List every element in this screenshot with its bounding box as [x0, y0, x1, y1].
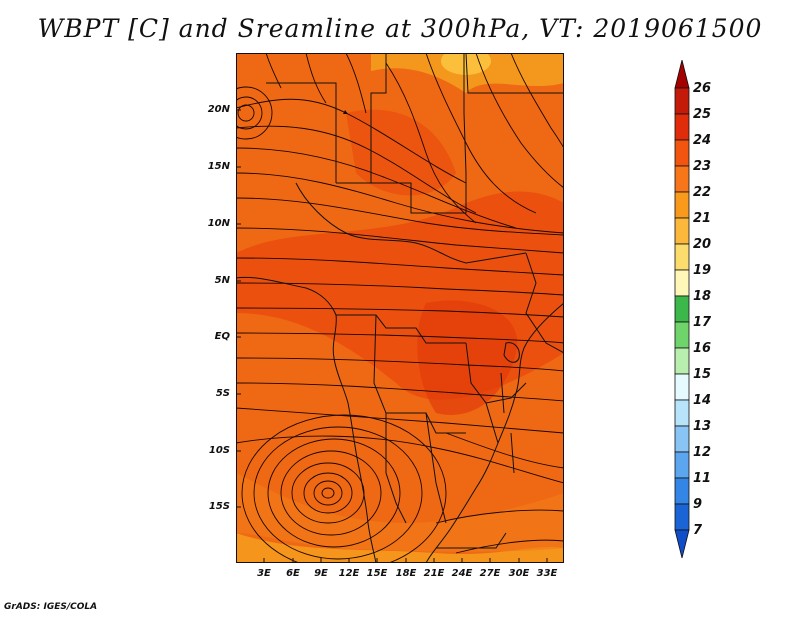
- colorbar-segment: [674, 477, 690, 505]
- colorbar-label: 11: [693, 471, 712, 486]
- colorbar-label: 14: [693, 393, 712, 408]
- colorbar-segment: [674, 295, 690, 323]
- lat-label: 5S: [215, 388, 230, 399]
- wbpt-warm-north: [346, 109, 456, 196]
- lat-label: 15S: [208, 501, 230, 512]
- map-title: WBPT [C] and Sreamline at 300hPa, VT: 20…: [37, 14, 763, 43]
- lon-label: 30E: [508, 568, 530, 579]
- colorbar-label: 23: [693, 159, 712, 174]
- lakes: [500, 342, 520, 474]
- colorbar-label: 24: [693, 133, 712, 148]
- colorbar-label: 18: [693, 289, 712, 304]
- colorbar-segment: [674, 425, 690, 453]
- colorbar-label: 25: [693, 107, 712, 122]
- colorbar-segment: [674, 217, 690, 245]
- colorbar-label: 9: [693, 497, 703, 512]
- colorbar-label: 21: [693, 211, 712, 226]
- lon-label: 33E: [536, 568, 558, 579]
- lon-label: 6E: [286, 568, 300, 579]
- colorbar-label: 17: [693, 315, 712, 330]
- lon-label: 15E: [366, 568, 388, 579]
- colorbar-segment: [674, 269, 690, 297]
- colorbar-label: 19: [693, 263, 712, 278]
- lon-label: 3E: [257, 568, 271, 579]
- colorbar-segment: [674, 451, 690, 479]
- colorbar-label: 12: [693, 445, 712, 460]
- wbpt-cool-bottom: [236, 533, 564, 563]
- colorbar-segment: [674, 321, 690, 349]
- lat-label: EQ: [214, 331, 230, 342]
- colorbar-segment: [674, 165, 690, 193]
- colorbar-segment: [674, 399, 690, 427]
- colorbar-segment: [674, 113, 690, 141]
- colorbar-segment: [674, 503, 690, 531]
- colorbar-label: 16: [693, 341, 712, 356]
- wbpt-warm-core: [417, 300, 518, 415]
- lat-label: 10S: [208, 445, 230, 456]
- colorbar-label: 20: [693, 237, 712, 252]
- colorbar: [674, 60, 690, 559]
- colorbar-segment: [674, 243, 690, 271]
- lon-label: 18E: [395, 568, 417, 579]
- lon-label: 9E: [314, 568, 328, 579]
- map-frame: [236, 53, 564, 563]
- colorbar-segment: [674, 347, 690, 375]
- colorbar-segment: [674, 373, 690, 401]
- colorbar-segment: [674, 139, 690, 167]
- colorbar-label: 13: [693, 419, 712, 434]
- grads-credit: GrADS: IGES/COLA: [4, 602, 98, 612]
- wbpt-mid-bottom: [236, 473, 564, 552]
- lon-label: 21E: [423, 568, 445, 579]
- coastlines: [235, 52, 565, 564]
- colorbar-label: 7: [693, 523, 703, 538]
- lon-ticks: [263, 558, 548, 563]
- colorbar-segment: [674, 191, 690, 219]
- lat-label: 5N: [214, 275, 230, 286]
- streamlines: [219, 52, 565, 572]
- lat-ticks: [236, 109, 241, 508]
- colorbar-label: 22: [693, 185, 712, 200]
- colorbar-segment: [674, 87, 690, 115]
- colorbar-label: 15: [693, 367, 712, 382]
- lon-label: 27E: [479, 568, 501, 579]
- lon-label: 24E: [451, 568, 473, 579]
- map-panel: [219, 47, 565, 572]
- colorbar-top-arrow: [674, 60, 690, 89]
- colorbar-bottom-arrow: [674, 529, 690, 559]
- lat-label: 10N: [207, 218, 230, 229]
- colorbar-label: 26: [693, 81, 712, 96]
- lat-label: 15N: [207, 161, 230, 172]
- lon-label: 12E: [338, 568, 360, 579]
- map-canvas: [219, 47, 565, 572]
- lat-label: 20N: [207, 104, 230, 115]
